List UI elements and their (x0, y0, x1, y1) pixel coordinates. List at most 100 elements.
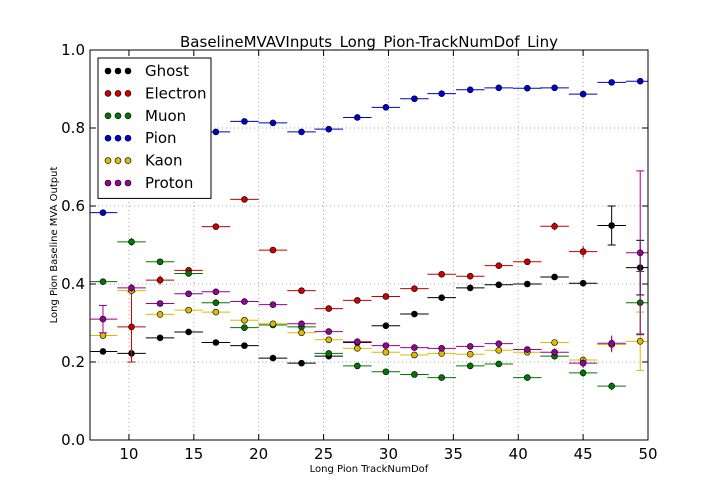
data-point (354, 345, 361, 352)
data-point (382, 104, 390, 111)
y-tick-label: 0.0 (61, 431, 85, 449)
legend-marker (114, 157, 122, 164)
series-muon (90, 237, 648, 391)
data-point (128, 323, 135, 331)
data-point (411, 95, 418, 103)
x-tick-label: 35 (444, 445, 463, 463)
data-point (524, 258, 531, 266)
data-point (466, 350, 474, 358)
legend-entry: Electron (145, 84, 207, 102)
x-axis-label: Long Pion TrackNumDof (310, 464, 429, 475)
data-point (212, 223, 220, 230)
legend-marker (114, 90, 122, 97)
data-point (241, 118, 248, 125)
y-tick-label: 0.2 (61, 353, 85, 371)
data-point (156, 300, 164, 307)
legend-marker (114, 134, 122, 142)
data-point (298, 329, 305, 337)
data-point (128, 238, 135, 246)
legend-marker (114, 112, 122, 120)
data-point (636, 249, 644, 257)
data-point (438, 345, 445, 352)
legend-marker (104, 112, 112, 120)
data-point (325, 328, 333, 335)
legend-marker (104, 90, 112, 97)
data-point (212, 299, 220, 307)
data-point (524, 346, 531, 353)
data-point (325, 305, 333, 312)
data-point (99, 278, 107, 285)
data-point (241, 196, 248, 203)
series-electron (117, 196, 626, 363)
legend-marker (104, 67, 112, 75)
x-tick-label: 10 (119, 445, 138, 463)
data-point (354, 362, 361, 370)
legend-entry: Pion (145, 129, 177, 147)
data-point (382, 348, 390, 356)
data-point (156, 258, 164, 266)
x-tick-label: 25 (314, 445, 333, 463)
data-point (466, 86, 474, 94)
legend-entry: Proton (145, 174, 193, 192)
data-point (156, 334, 164, 342)
data-point (551, 348, 558, 356)
data-point (354, 114, 361, 121)
data-point (438, 270, 445, 278)
legend-marker (124, 90, 132, 97)
y-axis-label: Long Pion Baseline MVA Output (49, 167, 60, 324)
data-point (212, 288, 220, 296)
data-point (212, 308, 220, 316)
data-point (608, 339, 615, 347)
axis-ticks: 10 15 20 25 30 35 40 45 50 0.0 0.2 0.4 0.6 0.8 1.0 (61, 41, 657, 463)
data-point (438, 90, 445, 97)
legend-marker (104, 134, 112, 142)
legend-entry: Kaon (145, 152, 182, 170)
data-point (495, 340, 503, 347)
data-point (636, 77, 644, 85)
data-point (354, 297, 361, 304)
data-point (636, 338, 644, 345)
y-tick-label: 0.8 (61, 119, 85, 137)
data-point (524, 280, 531, 288)
data-point (99, 315, 107, 323)
data-point (325, 350, 333, 357)
legend-marker (124, 134, 132, 142)
x-tick-label: 20 (249, 445, 268, 463)
x-tick-label: 40 (509, 445, 528, 463)
data-point (524, 84, 531, 92)
data-point (579, 248, 587, 255)
data-point (382, 293, 390, 300)
data-point (269, 119, 277, 127)
legend-marker (104, 179, 112, 187)
data-point (185, 328, 192, 336)
legend-marker (114, 179, 122, 187)
data-point (269, 246, 277, 254)
data-point (241, 316, 248, 324)
data-point (99, 209, 107, 216)
legend-marker (104, 157, 112, 164)
data-point (579, 369, 587, 377)
data-point (99, 332, 107, 339)
data-point (579, 359, 587, 367)
data-point (551, 222, 558, 230)
data-point (354, 338, 361, 346)
data-point (298, 128, 305, 136)
legend-marker (124, 67, 132, 75)
data-point (325, 125, 333, 133)
series-proton (90, 170, 648, 368)
data-point (411, 344, 418, 351)
data-point (241, 324, 248, 331)
data-point (269, 301, 277, 308)
data-point (382, 322, 390, 330)
data-point (269, 320, 277, 328)
data-point (269, 354, 277, 362)
data-point (156, 276, 164, 284)
legend: Ghost Electron Muon Pion Kaon Proton (97, 57, 212, 199)
plot-marks (90, 77, 648, 391)
series-kaon (90, 287, 648, 372)
data-point (411, 371, 418, 378)
data-point (495, 84, 503, 92)
data-point (241, 342, 248, 349)
data-point (466, 362, 474, 370)
y-tick-label: 0.6 (61, 197, 85, 215)
